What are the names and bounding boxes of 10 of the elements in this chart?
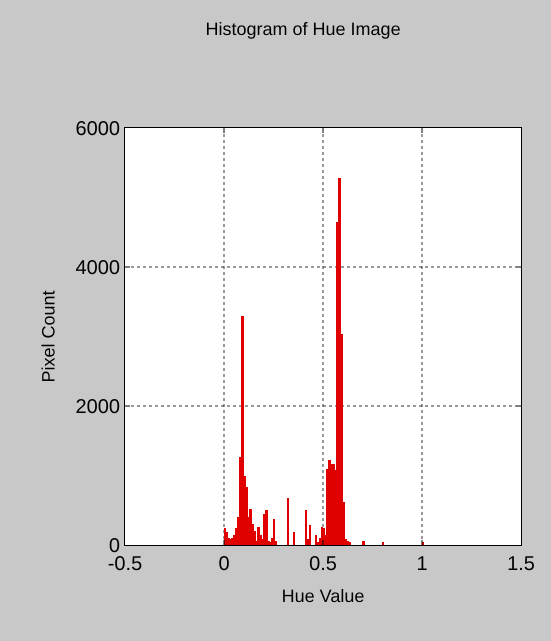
x-tick-label: 1 xyxy=(416,553,428,575)
x-axis-title: Hue Value xyxy=(282,586,364,606)
x-tick-label: 0 xyxy=(218,553,230,575)
chart-title: Histogram of Hue Image xyxy=(206,19,401,40)
y-tick-label: 6000 xyxy=(76,118,120,140)
y-tick-label: 2000 xyxy=(76,396,120,418)
x-tick-label: 1.5 xyxy=(507,553,535,575)
x-tick-label: 0.5 xyxy=(309,553,337,575)
y-tick-label: 4000 xyxy=(76,257,120,279)
y-axis-title: Pixel Count xyxy=(38,290,59,383)
